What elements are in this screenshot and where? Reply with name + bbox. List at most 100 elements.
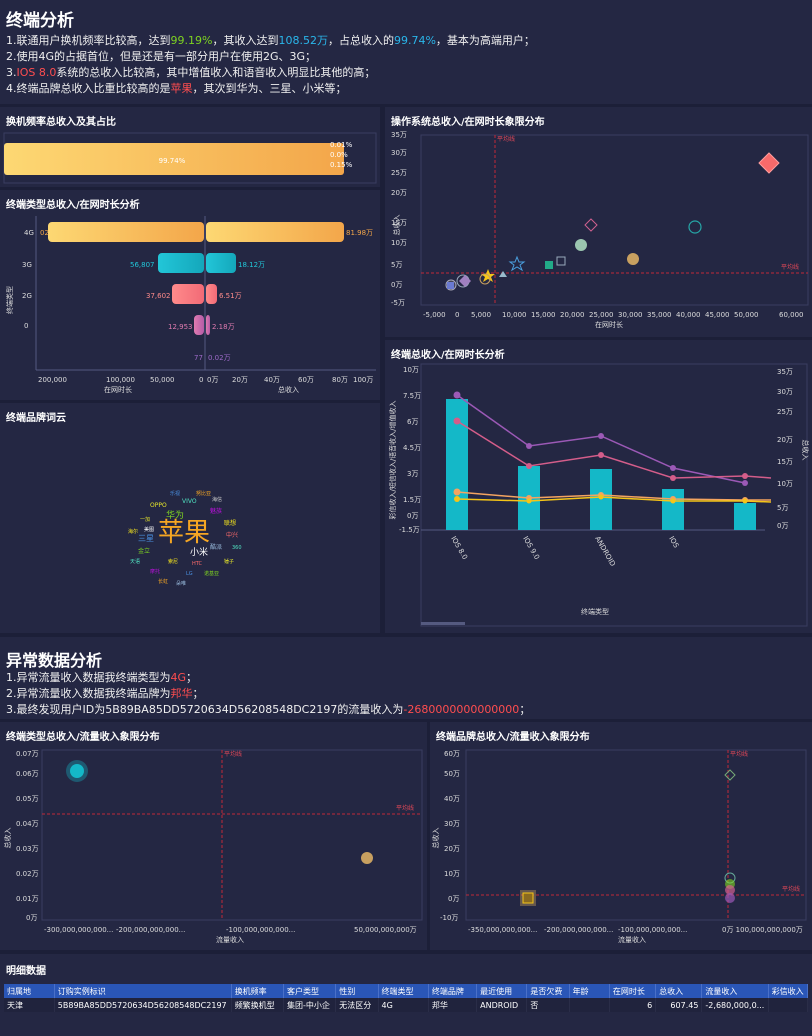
bar-0-left[interactable] bbox=[194, 315, 204, 335]
word[interactable]: 联想 bbox=[224, 519, 236, 527]
line-point[interactable] bbox=[742, 498, 748, 504]
col-header[interactable]: 最近使用 bbox=[476, 984, 528, 998]
point-square[interactable] bbox=[556, 256, 566, 266]
word[interactable]: 中兴 bbox=[226, 531, 238, 539]
point-circle[interactable] bbox=[575, 239, 587, 251]
word[interactable]: 三星 bbox=[138, 534, 154, 543]
panel-title: 终端类型总收入/在网时长分析 bbox=[6, 200, 140, 211]
line-point[interactable] bbox=[742, 480, 748, 486]
word[interactable]: 海信 bbox=[212, 496, 222, 503]
col-header[interactable]: 终端品牌 bbox=[428, 984, 478, 998]
word[interactable]: 天语 bbox=[130, 558, 140, 565]
word[interactable]: LG bbox=[186, 571, 193, 577]
col-header[interactable]: 终端类型 bbox=[378, 984, 429, 998]
bar-2g-right[interactable] bbox=[206, 284, 217, 304]
word-big[interactable]: 苹果 bbox=[158, 518, 210, 548]
line-point[interactable] bbox=[598, 494, 604, 500]
bar-other[interactable] bbox=[734, 503, 756, 530]
point-circle[interactable] bbox=[725, 885, 735, 895]
abnormal-line-3: 3.最终发现用户ID为5B89BA85DD5720634D56208548DC2… bbox=[6, 701, 530, 717]
col-header[interactable]: 年龄 bbox=[569, 984, 610, 998]
word[interactable]: 诺基亚 bbox=[204, 570, 219, 577]
col-header[interactable]: 客户类型 bbox=[283, 984, 337, 998]
tick-label: 0万 bbox=[207, 376, 218, 384]
point-triangle[interactable] bbox=[499, 271, 507, 277]
table-row[interactable]: 天津 5B89BA85DD5720634D56208548DC2197 频繁换机… bbox=[4, 998, 809, 1012]
bar-0-right[interactable] bbox=[206, 315, 210, 335]
point-circle[interactable] bbox=[627, 253, 639, 265]
word[interactable]: 乐视 bbox=[170, 490, 180, 497]
point-circle[interactable] bbox=[479, 273, 491, 285]
line-point[interactable] bbox=[742, 473, 748, 479]
point-diamond[interactable] bbox=[584, 218, 598, 232]
line-point[interactable] bbox=[670, 475, 676, 481]
tick-label: 10万 bbox=[777, 480, 793, 488]
point-bangua[interactable] bbox=[522, 892, 534, 904]
point-circle[interactable] bbox=[361, 852, 373, 864]
point-diamond[interactable] bbox=[758, 152, 780, 174]
word[interactable]: 索尼 bbox=[168, 558, 178, 565]
col-header[interactable]: 性别 bbox=[335, 984, 379, 998]
word[interactable]: 金立 bbox=[138, 547, 150, 555]
col-header[interactable]: 在网时长 bbox=[609, 984, 657, 998]
col-header[interactable]: 总收入 bbox=[655, 984, 703, 998]
word[interactable]: VIVO bbox=[182, 498, 197, 505]
line-point[interactable] bbox=[526, 443, 532, 449]
line-point[interactable] bbox=[598, 452, 604, 458]
line-point[interactable] bbox=[453, 417, 461, 425]
line-point[interactable] bbox=[598, 433, 604, 439]
col-header[interactable]: 订购实例标识 bbox=[54, 984, 232, 998]
word[interactable]: 海尔 bbox=[128, 528, 138, 535]
point-circle[interactable] bbox=[725, 893, 735, 903]
word[interactable]: 360 bbox=[232, 545, 242, 551]
bar-3g-left[interactable] bbox=[158, 253, 204, 273]
col-header[interactable]: 彩信收入 bbox=[768, 984, 809, 998]
point-diamond[interactable] bbox=[459, 275, 471, 287]
freq-bar[interactable] bbox=[4, 143, 344, 175]
tick-label: 45,000 bbox=[705, 311, 730, 319]
point-square[interactable] bbox=[447, 282, 454, 289]
line-point[interactable] bbox=[526, 463, 532, 469]
word[interactable]: 美图 bbox=[144, 526, 154, 533]
point-star[interactable] bbox=[508, 255, 526, 272]
col-header[interactable]: 换机频率 bbox=[231, 984, 284, 998]
col-header[interactable]: 是否欠费 bbox=[526, 984, 570, 998]
word[interactable]: 长虹 bbox=[158, 578, 168, 585]
bar-ios8[interactable] bbox=[446, 399, 468, 530]
word[interactable]: 小米 bbox=[190, 546, 208, 558]
tick-label: 0 bbox=[455, 311, 459, 319]
detail-table: 归属地 订购实例标识 换机频率 客户类型 性别 终端类型 终端品牌 最近使用 是… bbox=[4, 984, 809, 1012]
bar-3g-right[interactable] bbox=[206, 253, 236, 273]
word[interactable]: 摩托 bbox=[150, 568, 160, 575]
bar-4g-right[interactable] bbox=[206, 222, 344, 242]
word[interactable]: 朵唯 bbox=[176, 580, 186, 587]
word[interactable]: 锤子 bbox=[224, 558, 234, 565]
point-circle[interactable] bbox=[688, 220, 702, 234]
word[interactable]: OPPO bbox=[150, 502, 167, 509]
bar-4g-left[interactable] bbox=[48, 222, 204, 242]
tick-label: 60万 bbox=[298, 376, 314, 384]
text: 3.最终发现用户ID为5B89BA85DD5720634D56208548DC2… bbox=[6, 703, 404, 716]
point-diamond[interactable] bbox=[724, 769, 736, 781]
word[interactable]: 华为 bbox=[166, 509, 184, 521]
word[interactable]: 魅族 bbox=[210, 507, 222, 515]
word[interactable]: 酷派 bbox=[210, 543, 222, 551]
col-header[interactable]: 流量收入 bbox=[701, 984, 769, 998]
line-point[interactable] bbox=[454, 496, 460, 502]
word[interactable]: HTC bbox=[192, 561, 203, 567]
point-4g[interactable] bbox=[70, 764, 84, 778]
bar-ios[interactable] bbox=[662, 489, 684, 530]
word[interactable]: 努比亚 bbox=[196, 490, 211, 497]
line-point[interactable] bbox=[453, 391, 461, 399]
line-point[interactable] bbox=[670, 465, 676, 471]
word[interactable]: 一加 bbox=[140, 516, 150, 523]
col-header[interactable]: 归属地 bbox=[4, 984, 55, 998]
line-point[interactable] bbox=[453, 488, 461, 496]
bar-2g-left[interactable] bbox=[172, 284, 204, 304]
tick-label: 5万 bbox=[777, 504, 788, 512]
line-point[interactable] bbox=[670, 498, 676, 504]
scrollbar-thumb[interactable] bbox=[421, 622, 465, 625]
line-point[interactable] bbox=[526, 498, 532, 504]
point-square[interactable] bbox=[545, 261, 553, 269]
y-axis-label: 总收入 bbox=[392, 215, 401, 236]
